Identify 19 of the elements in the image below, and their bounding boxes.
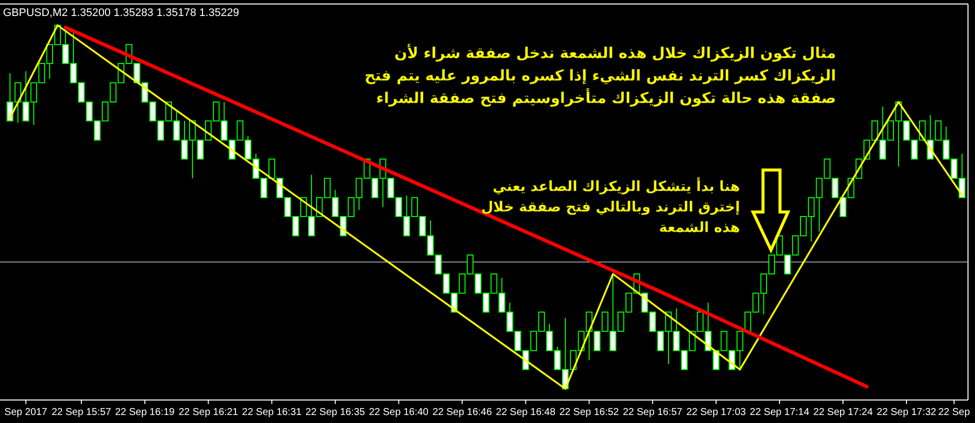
chart-title: GBPUSD,M2 1.35200 1.35283 1.35178 1.35229 bbox=[3, 7, 240, 19]
x-tick-label: 22 Sep bbox=[938, 407, 970, 418]
x-tick-label: 22 Sep 16:21 bbox=[178, 407, 238, 418]
x-tick-label: 22 Sep 17:32 bbox=[876, 407, 937, 418]
x-tick-label: 22 Sep 16:48 bbox=[496, 407, 556, 418]
annotation: هنا بدأ يتشكل الزيكزاك الصاعد يعني إخترق الترند وبالتالي فتح صفقة خلال هذه الشمعة bbox=[481, 177, 740, 236]
x-tick-label: Sep 2017 bbox=[4, 407, 48, 418]
x-tick-label: 22 Sep 17:24 bbox=[813, 407, 874, 418]
x-tick-label: 22 Sep 16:35 bbox=[306, 407, 366, 418]
x-tick-label: 22 Sep 17:14 bbox=[750, 407, 810, 418]
x-tick-label: 22 Sep 15:57 bbox=[52, 407, 112, 418]
x-tick-label: 22 Sep 16:31 bbox=[242, 407, 302, 418]
x-tick-label: 22 Sep 16:52 bbox=[559, 407, 620, 418]
x-tick-label: 22 Sep 16:57 bbox=[622, 407, 683, 418]
annotation: مثال تكون الزيكزاك خلال هذه الشمعة ندخل صفقة شراء لأن الزيكزاك كسر الترند نفس الشيء إذا كسره بالمرور عليه يتم فتح صفقة هذه حالة تكون الزيكزاك متأخراوسيتم فتح صفقة الشراء bbox=[364, 43, 836, 107]
x-tick-label: 22 Sep 16:19 bbox=[115, 407, 176, 418]
x-tick-label: 22 Sep 16:40 bbox=[368, 407, 429, 418]
x-tick-label: 22 Sep 16:46 bbox=[432, 407, 492, 418]
x-tick-label: 22 Sep 17:03 bbox=[686, 407, 746, 418]
